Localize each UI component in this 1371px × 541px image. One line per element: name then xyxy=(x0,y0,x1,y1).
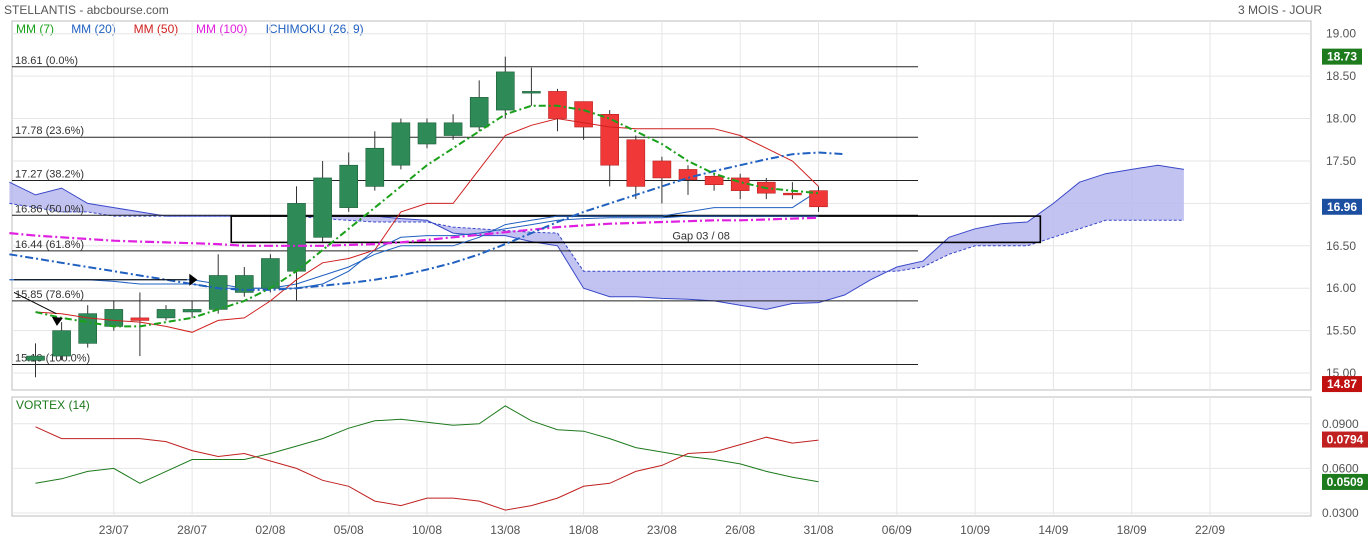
candle-body xyxy=(626,139,646,187)
y-tick-label: 18.00 xyxy=(1326,112,1356,126)
candle-body xyxy=(495,71,515,111)
fib-label-1: 17.78 (23.6%) xyxy=(15,125,84,137)
legend-item-0: MM (7) xyxy=(16,22,54,36)
x-tick-label: 28/07 xyxy=(177,523,207,537)
y-tick-label: 17.50 xyxy=(1326,154,1356,168)
legend-item-1: MM (20) xyxy=(71,22,116,36)
fib-label-0: 18.61 (0.0%) xyxy=(15,55,78,67)
x-tick-label: 31/08 xyxy=(803,523,833,537)
fib-label-6: 15.10 (100.0%) xyxy=(15,353,90,365)
chart-period: 3 MOIS - JOUR xyxy=(1238,3,1322,17)
candle-body xyxy=(26,355,45,361)
vortex-badge-1: 0.0794 xyxy=(1327,433,1364,447)
x-tick-label: 23/08 xyxy=(647,523,677,537)
y-tick-label: 18.50 xyxy=(1326,69,1356,83)
legend-item-2: MM (50) xyxy=(134,22,179,36)
x-tick-label: 14/09 xyxy=(1038,523,1068,537)
cloud-span-b xyxy=(9,202,1184,272)
candle-body xyxy=(678,169,698,180)
y-tick-label: 0.0300 xyxy=(1322,506,1359,520)
mm50-line xyxy=(35,118,819,333)
annotation-arrow xyxy=(51,316,63,326)
current-price-badge: 16.96 xyxy=(1327,200,1357,214)
candle-body xyxy=(574,101,593,128)
candle-body xyxy=(365,147,385,187)
fib-label-2: 17.27 (38.2%) xyxy=(15,168,84,180)
indicator-legend: MM (7) MM (20) MM (50) MM (100) ICHIMOKU (26… xyxy=(16,22,364,36)
x-tick-label: 13/08 xyxy=(490,523,520,537)
candle-body xyxy=(522,91,541,94)
legend-item-4: ICHIMOKU (26, 9) xyxy=(266,22,364,36)
y-tick-label: 16.50 xyxy=(1326,239,1356,253)
last-price-badge: 18.73 xyxy=(1327,50,1357,64)
y-tick-label: 0.0900 xyxy=(1322,417,1359,431)
x-tick-label: 18/09 xyxy=(1117,523,1147,537)
x-tick-label: 10/09 xyxy=(960,523,990,537)
candle-body xyxy=(443,122,463,136)
x-tick-label: 02/08 xyxy=(255,523,285,537)
chart-title: STELLANTIS - abcbourse.com xyxy=(4,3,169,17)
mm100-line xyxy=(9,216,819,247)
vortex-series-0 xyxy=(35,405,819,484)
x-tick-label: 18/08 xyxy=(569,523,599,537)
candle-body xyxy=(652,160,672,179)
candle-body xyxy=(182,309,202,313)
candle-body xyxy=(704,175,724,186)
x-tick-label: 23/07 xyxy=(99,523,129,537)
mm7-line xyxy=(35,104,819,328)
candle-body xyxy=(469,97,489,128)
candle-body xyxy=(104,309,124,327)
gap-label: Gap 03 / 08 xyxy=(672,230,730,242)
candle-body xyxy=(130,317,150,321)
fib-label-5: 15.85 (78.6%) xyxy=(15,289,84,301)
vortex-panel: 23/07 28/07 02/08 05/08 10/08 13/08 18/08 23/08… xyxy=(11,396,1359,537)
x-tick-label: 05/08 xyxy=(334,523,364,537)
vortex-badge-bg-1 xyxy=(1322,431,1368,448)
last-price-badge-bg xyxy=(1322,48,1362,65)
x-tick-label: 06/09 xyxy=(882,523,912,537)
y-tick-label: 16.00 xyxy=(1326,281,1356,295)
candle-body xyxy=(313,177,332,238)
ichimoku-tenkan xyxy=(9,190,819,289)
price-panel: 19.0018.5018.0017.5017.0016.5016.0015.50… xyxy=(9,20,1356,391)
lower-price-badge-bg xyxy=(1322,376,1362,393)
candle-body xyxy=(287,203,306,272)
candle-body xyxy=(156,309,176,319)
fib-label-3: 16.86 (50.0%) xyxy=(15,203,84,215)
y-tick-label: 19.00 xyxy=(1326,27,1356,41)
y-tick-label: 15.50 xyxy=(1326,324,1356,338)
vortex-title: VORTEX (14) xyxy=(16,398,90,412)
annotation-arrow xyxy=(189,273,198,286)
mm20-line xyxy=(9,151,845,291)
candle-body xyxy=(52,330,71,357)
vortex-badge-bg-0 xyxy=(1322,473,1368,490)
candle-body xyxy=(783,192,802,196)
candle-body xyxy=(208,275,228,310)
candle-body xyxy=(809,190,828,208)
y-tick-label: 0.0600 xyxy=(1322,461,1359,475)
legend-item-3: MM (100) xyxy=(196,22,247,36)
lower-price-badge: 14.87 xyxy=(1327,377,1357,391)
vortex-series-1 xyxy=(35,426,819,511)
candle-body xyxy=(417,122,437,145)
annotation-line xyxy=(13,292,57,315)
x-tick-label: 22/09 xyxy=(1195,523,1225,537)
ichimoku-cloud xyxy=(9,165,1184,310)
x-tick-label: 10/08 xyxy=(412,523,442,537)
vortex-badge-0: 0.0509 xyxy=(1327,475,1364,489)
fib-label-4: 16.44 (61.8%) xyxy=(15,239,84,251)
candle-body xyxy=(339,164,359,208)
x-tick-label: 26/08 xyxy=(725,523,755,537)
candle-body xyxy=(391,122,411,166)
candle-body xyxy=(235,275,254,293)
current-price-badge-bg xyxy=(1322,198,1362,215)
